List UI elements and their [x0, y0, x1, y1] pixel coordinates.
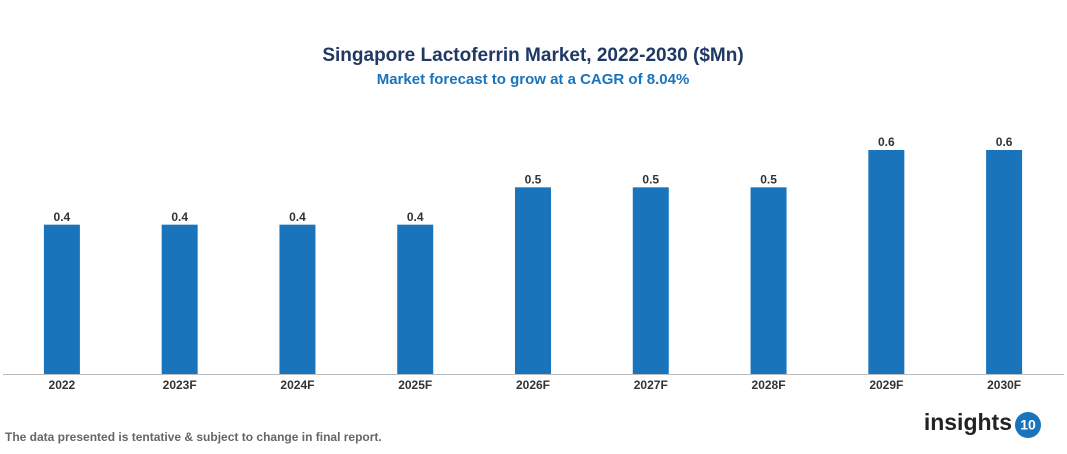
bar: [397, 224, 434, 374]
value-label: 0.4: [407, 210, 424, 224]
footnote: The data presented is tentative & subjec…: [5, 430, 382, 444]
x-tick-label: 2030F: [987, 378, 1021, 392]
bar: [750, 187, 787, 374]
bar: [632, 187, 669, 374]
value-label: 0.4: [171, 210, 188, 224]
value-label: 0.5: [525, 173, 542, 187]
bar: [161, 224, 198, 374]
brand-name: insights: [924, 409, 1012, 435]
brand-number: 10: [1020, 417, 1036, 433]
value-label: 0.5: [760, 173, 777, 187]
value-label: 0.6: [996, 135, 1013, 149]
x-tick-label: 2022: [49, 378, 76, 392]
bar: [986, 150, 1023, 374]
bar: [515, 187, 551, 374]
value-label: 0.4: [54, 210, 71, 224]
value-label: 0.4: [289, 210, 306, 224]
x-tick-label: 2027F: [634, 378, 668, 392]
x-tick-label: 2026F: [516, 378, 550, 392]
x-tick-label: 2025F: [398, 378, 432, 392]
x-tick-label: 2023F: [163, 378, 197, 392]
bar: [868, 150, 905, 374]
value-label: 0.5: [642, 173, 659, 187]
bar: [279, 224, 316, 374]
bar: [43, 224, 80, 374]
x-tick-label: 2029F: [869, 378, 903, 392]
brand-badge: [1015, 412, 1041, 438]
value-label: 0.6: [878, 135, 895, 149]
x-tick-label: 2024F: [280, 378, 314, 392]
x-tick-label: 2028F: [752, 378, 786, 392]
chart-subtitle: Market forecast to grow at a CAGR of 8.0…: [377, 71, 690, 88]
chart-title: Singapore Lactoferrin Market, 2022-2030 …: [322, 45, 743, 66]
